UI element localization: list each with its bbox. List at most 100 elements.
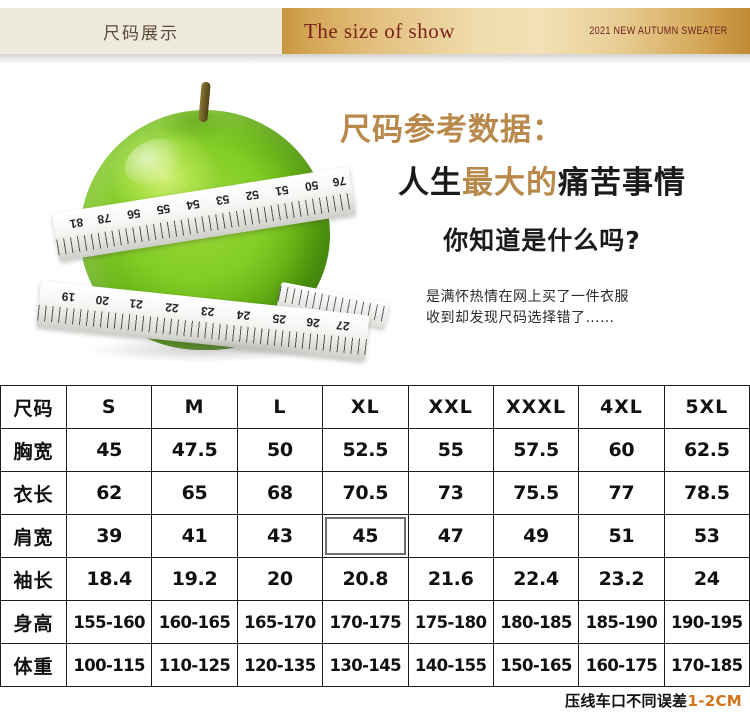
tape-number: 20 (94, 292, 110, 309)
table-cell[interactable]: 22.4 (492, 557, 580, 601)
table-column-header: S (65, 385, 153, 429)
table-row: 体重 100-115 110-125 120-135 130-145 140-155 150… (0, 643, 750, 687)
tape-number: 50 (303, 177, 320, 194)
table-cell[interactable]: 130-145 (322, 643, 409, 687)
table-cell[interactable]: 39 (65, 514, 153, 558)
hero-headline-main: 人生最大的痛苦事情 (340, 168, 744, 199)
table-cell[interactable]: 165-170 (236, 600, 324, 644)
hero-section: 81 78 56 55 54 53 52 51 50 76 19 20 21 2… (0, 60, 750, 385)
tape-number: 54 (185, 196, 201, 213)
tape-number: 25 (271, 311, 287, 327)
table-cell[interactable]: 60 (578, 428, 665, 472)
table-column-header: XL (322, 385, 409, 429)
table-cell[interactable]: 77 (578, 471, 665, 515)
table-cell[interactable]: 41 (151, 514, 238, 558)
table-corner-label: 尺码 (0, 385, 67, 429)
table-cell[interactable]: 18.4 (65, 557, 153, 601)
table-row-label: 胸宽 (0, 428, 67, 472)
table-cell[interactable]: 21.6 (407, 557, 494, 601)
table-cell[interactable]: 65 (151, 471, 238, 515)
table-cell[interactable]: 68 (236, 471, 324, 515)
table-cell[interactable]: 20 (236, 557, 324, 601)
header-tab-label: 尺码展示 (103, 23, 179, 44)
table-cell[interactable]: 190-195 (663, 600, 750, 644)
header-gold-banner: The size of show 2021 NEW AUTUMN SWEATER (282, 8, 750, 54)
apple-ground-shadow (88, 338, 318, 362)
table-cell[interactable]: 155-160 (65, 600, 153, 644)
table-cell[interactable]: 150-165 (492, 643, 580, 687)
table-cell[interactable]: 50 (236, 428, 324, 472)
tape-number: 81 (68, 215, 85, 232)
table-row: 肩宽 39 41 43 45 47 49 51 53 (0, 514, 750, 558)
table-cell-selected[interactable]: 45 (322, 514, 409, 558)
table-cell[interactable]: 78.5 (663, 471, 750, 515)
page-header: 尺码展示 The size of show 2021 NEW AUTUMN SW… (0, 8, 750, 54)
tape-number: 53 (215, 191, 231, 208)
tape-number: 23 (200, 303, 216, 320)
table-cell[interactable]: 19.2 (151, 557, 238, 601)
table-cell[interactable]: 53 (663, 514, 750, 558)
header-drop-shadow (0, 54, 750, 64)
table-cell[interactable]: 20.8 (322, 557, 409, 601)
apple-measuring-tape-illustration: 81 78 56 55 54 53 52 51 50 76 19 20 21 2… (28, 70, 390, 380)
table-cell[interactable]: 23.2 (578, 557, 665, 601)
table-cell[interactable]: 75.5 (492, 471, 580, 515)
table-cell[interactable]: 47 (407, 514, 494, 558)
footnote-amount: 1-2CM (687, 692, 742, 710)
table-cell[interactable]: 100-115 (65, 643, 153, 687)
table-cell[interactable]: 57.5 (492, 428, 580, 472)
hero-note-line-1: 是满怀热情在网上买了一件衣服 (426, 289, 629, 305)
table-cell[interactable]: 70.5 (322, 471, 409, 515)
size-chart-body: 尺码 S M L XL XXL XXXL 4XL 5XL 胸宽 45 47.5 50 52.5 55 57.5… (0, 385, 750, 687)
table-row: 袖长 18.4 19.2 20 20.8 21.6 22.4 23.2 24 (0, 557, 750, 601)
table-cell[interactable]: 175-180 (407, 600, 494, 644)
table-row: 胸宽 45 47.5 50 52.5 55 57.5 60 62.5 (0, 428, 750, 472)
tape-number: 19 (61, 289, 76, 305)
table-cell[interactable]: 51 (578, 514, 665, 558)
table-cell[interactable]: 24 (663, 557, 750, 601)
hero-copy: 尺码参考数据： 人生最大的痛苦事情 你知道是什么吗? 是满怀热情在网上买了一件衣… (340, 115, 744, 329)
table-cell[interactable]: 43 (236, 514, 324, 558)
tape-number: 56 (126, 206, 142, 222)
table-cell[interactable]: 185-190 (578, 600, 665, 644)
table-row-label: 体重 (0, 643, 67, 687)
header-english-title: The size of show (304, 18, 455, 43)
footnote-text: 压线车口不同误差 (565, 692, 688, 710)
tape-number: 55 (155, 201, 172, 218)
table-cell[interactable]: 120-135 (236, 643, 324, 687)
hero-headline-emphasis: 最大的 (462, 165, 558, 201)
tape-number: 26 (305, 314, 321, 331)
table-column-header: L (236, 385, 324, 429)
table-cell[interactable]: 170-175 (322, 600, 409, 644)
table-cell[interactable]: 62 (65, 471, 153, 515)
table-cell[interactable]: 160-165 (151, 600, 238, 644)
table-column-header: XXL (407, 385, 494, 429)
table-header-row: 尺码 S M L XL XXL XXXL 4XL 5XL (0, 385, 750, 429)
table-cell[interactable]: 170-185 (663, 643, 750, 687)
table-cell[interactable]: 47.5 (151, 428, 238, 472)
hero-headline-pre: 人生 (398, 165, 462, 201)
table-column-header: XXXL (492, 385, 580, 429)
table-row-label: 衣长 (0, 471, 67, 515)
apple-dimple (158, 112, 232, 142)
table-cell[interactable]: 62.5 (663, 428, 750, 472)
table-cell[interactable]: 73 (407, 471, 494, 515)
tape-number: 52 (244, 187, 261, 204)
hero-headline-gold: 尺码参考数据： (340, 112, 564, 148)
table-cell[interactable]: 140-155 (407, 643, 494, 687)
table-cell[interactable]: 160-175 (578, 643, 665, 687)
tape-number: 51 (274, 182, 290, 199)
header-tab-size-display[interactable]: 尺码展示 (0, 8, 282, 54)
hero-headline-post: 痛苦事情 (558, 165, 686, 201)
size-chart-table: 尺码 S M L XL XXL XXXL 4XL 5XL 胸宽 45 47.5 50 52.5 55 57.5… (0, 385, 750, 687)
table-cell[interactable]: 45 (65, 428, 153, 472)
table-column-header: 5XL (663, 385, 750, 429)
table-cell[interactable]: 55 (407, 428, 494, 472)
table-cell[interactable]: 52.5 (322, 428, 409, 472)
tape-number: 24 (236, 307, 251, 323)
table-cell[interactable]: 49 (492, 514, 580, 558)
table-cell[interactable]: 180-185 (492, 600, 580, 644)
tape-number: 21 (128, 296, 144, 312)
table-cell[interactable]: 110-125 (151, 643, 238, 687)
